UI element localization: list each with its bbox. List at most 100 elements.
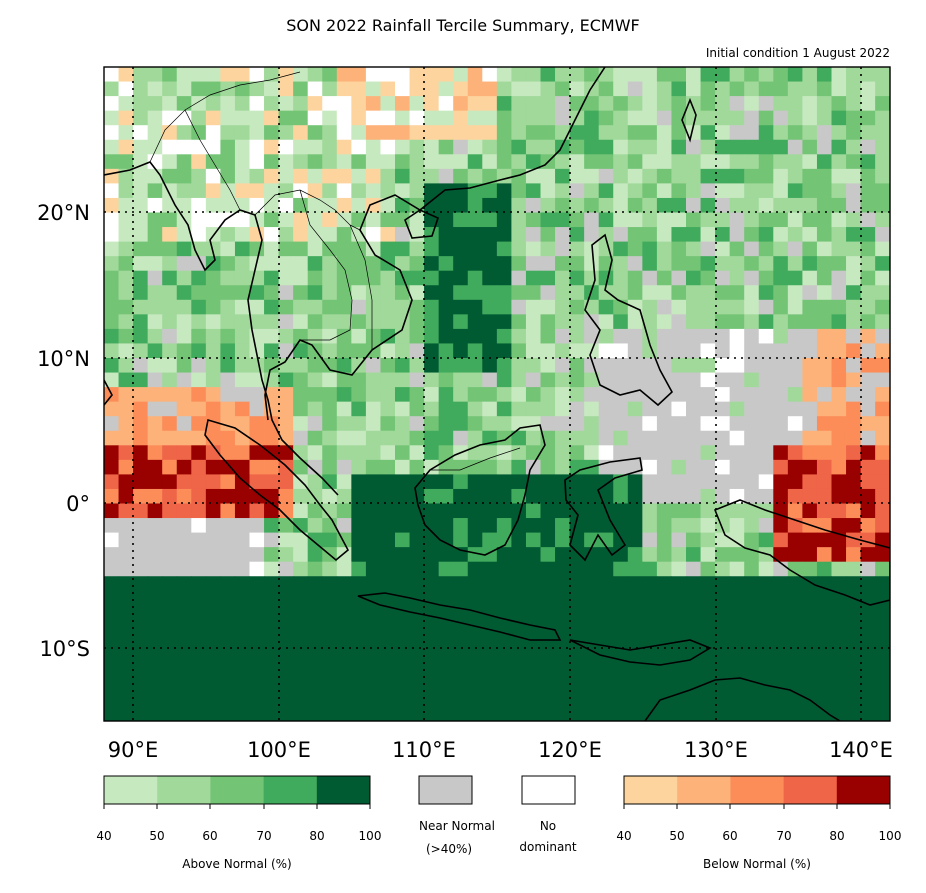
grid-cell xyxy=(322,358,338,373)
grid-cell xyxy=(424,270,440,286)
grid-cell xyxy=(220,154,236,170)
grid-cell xyxy=(147,387,163,403)
grid-cell xyxy=(395,518,410,533)
grid-cell xyxy=(656,212,672,228)
grid-cell xyxy=(860,212,876,228)
grid-cell xyxy=(584,67,600,82)
grid-cell xyxy=(307,96,323,112)
grid-cell xyxy=(729,518,745,533)
grid-cell xyxy=(467,459,483,475)
grid-cell xyxy=(773,372,789,388)
grid-cell xyxy=(482,707,498,721)
grid-cell xyxy=(671,81,687,97)
grid-cell xyxy=(802,81,818,97)
grid-cell xyxy=(205,488,221,504)
grid-cell xyxy=(351,328,367,344)
grid-cell xyxy=(395,692,410,708)
grid-cell xyxy=(467,197,483,213)
grid-cell xyxy=(467,154,483,170)
grid-cell xyxy=(234,576,250,592)
grid-cell xyxy=(584,387,600,403)
grid-cell xyxy=(802,270,818,286)
grid-cell xyxy=(787,256,803,272)
grid-cell xyxy=(787,197,803,213)
grid-cell xyxy=(773,154,789,170)
grid-cell xyxy=(104,139,119,155)
grid-cell xyxy=(555,634,570,650)
grid-cell xyxy=(104,503,119,519)
grid-cell xyxy=(133,547,149,563)
grid-cell xyxy=(424,474,440,490)
grid-cell xyxy=(220,576,236,592)
grid-cell xyxy=(860,270,876,286)
grid-cell xyxy=(176,314,192,330)
grid-cell xyxy=(293,634,309,650)
grid-cell xyxy=(307,561,323,577)
grid-cell xyxy=(729,299,745,315)
grid-cell xyxy=(496,561,512,577)
grid-cell xyxy=(802,401,818,417)
grid-cell xyxy=(846,576,861,592)
grid-cell xyxy=(816,299,832,315)
grid-cell xyxy=(584,227,600,242)
grid-cell xyxy=(293,314,309,330)
grid-cell xyxy=(773,634,789,650)
grid-cell xyxy=(758,241,774,257)
grid-cell xyxy=(773,401,789,417)
grid-cell xyxy=(365,488,381,504)
grid-cell xyxy=(438,619,454,635)
grid-cell xyxy=(467,139,483,155)
grid-cell xyxy=(787,358,803,373)
grid-cell xyxy=(453,285,469,301)
grid-cell xyxy=(569,270,585,286)
grid-cell xyxy=(525,227,541,242)
grid-cell xyxy=(191,663,207,679)
grid-cell xyxy=(220,678,236,694)
grid-cell xyxy=(525,270,541,286)
grid-cell xyxy=(496,125,512,141)
grid-cell xyxy=(482,372,498,388)
grid-cell xyxy=(613,488,629,504)
grid-cell xyxy=(511,503,527,519)
grid-cell xyxy=(278,518,294,533)
grid-cell xyxy=(220,532,236,548)
grid-cell xyxy=(540,474,556,490)
grid-cell xyxy=(424,561,440,577)
grid-cell xyxy=(234,401,250,417)
grid-cell xyxy=(322,270,338,286)
grid-cell xyxy=(380,81,396,97)
grid-cell xyxy=(176,328,192,344)
grid-cell xyxy=(424,692,440,708)
grid-cell xyxy=(686,343,701,359)
grid-cell xyxy=(365,678,381,694)
grid-cell xyxy=(220,663,236,679)
grid-cell xyxy=(598,619,614,635)
grid-cell xyxy=(525,430,541,446)
grid-cell xyxy=(875,547,890,563)
grid-cell xyxy=(409,299,425,315)
grid-cell xyxy=(642,125,658,141)
grid-cell xyxy=(293,154,309,170)
grid-cell xyxy=(264,605,279,621)
grid-cell xyxy=(336,692,352,708)
grid-cell xyxy=(322,183,338,199)
grid-cell xyxy=(365,692,381,708)
grid-cell xyxy=(656,285,672,301)
grid-cell xyxy=(613,576,629,592)
grid-cell xyxy=(162,67,178,82)
grid-cell xyxy=(380,576,396,592)
grid-cell xyxy=(555,663,570,679)
grid-cell xyxy=(860,474,876,490)
grid-cell xyxy=(191,532,207,548)
grid-cell xyxy=(860,619,876,635)
grid-cell xyxy=(162,692,178,708)
grid-cell xyxy=(336,619,352,635)
grid-cell xyxy=(322,430,338,446)
below-tick-70: 70 xyxy=(776,829,791,843)
grid-cell xyxy=(496,605,512,621)
grid-cell xyxy=(162,227,178,242)
grid-cell xyxy=(365,67,381,82)
grid-cell xyxy=(802,488,818,504)
grid-cell xyxy=(133,81,149,97)
grid-cell xyxy=(278,81,294,97)
